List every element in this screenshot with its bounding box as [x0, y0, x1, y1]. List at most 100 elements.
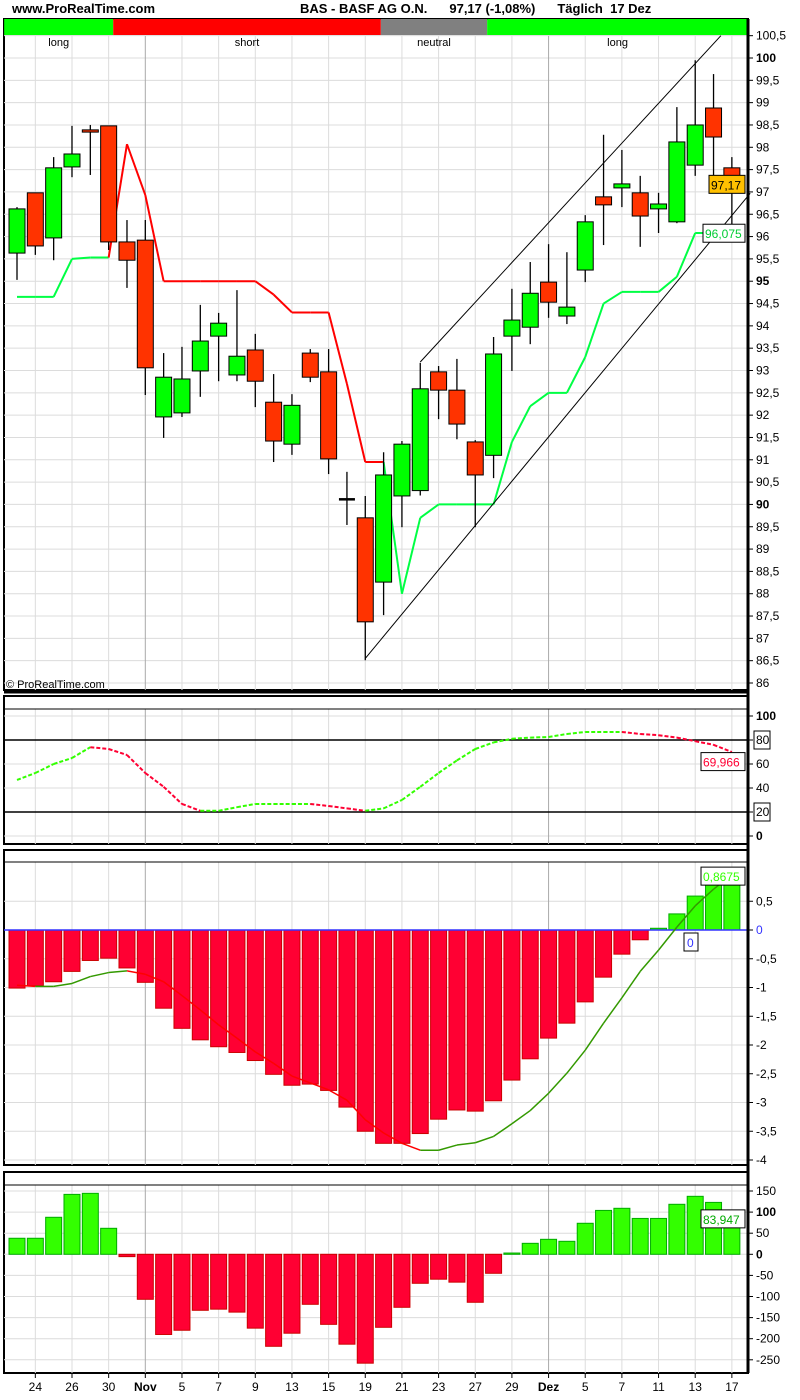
momentum-bar — [503, 1252, 521, 1255]
momentum-bar — [356, 1253, 374, 1364]
trend-channel-lower — [364, 192, 751, 659]
trailing-stop-segment — [327, 312, 348, 385]
trend-channel-upper — [419, 35, 722, 363]
price-panel-frame — [3, 18, 749, 691]
momentum-bar — [631, 1217, 649, 1255]
stochastic-value-tag-box — [700, 752, 746, 772]
candle-body — [466, 441, 484, 476]
momentum-bar — [448, 1253, 466, 1283]
candle — [356, 495, 374, 661]
candle-body — [576, 221, 594, 271]
macd-value-tag-box — [700, 866, 746, 886]
site-title[interactable]: www.ProRealTime.com — [12, 1, 156, 16]
candle-body — [485, 353, 503, 456]
macd-signal-segment — [328, 1089, 348, 1101]
macd-histogram-bar — [595, 929, 613, 978]
candle — [8, 207, 26, 280]
macd-histogram-bar — [338, 929, 356, 1108]
macd-histogram-bar — [540, 929, 558, 1039]
stochastic-line-segment — [438, 759, 458, 774]
y-tick-label: -200 — [756, 1332, 780, 1346]
macd-signal-segment — [529, 1092, 550, 1112]
candle-body — [100, 125, 118, 243]
macd-signal-segment — [145, 973, 164, 983]
macd-histogram-bar — [723, 879, 741, 931]
stochastic-line-segment — [713, 743, 733, 753]
trend-segment-long — [487, 19, 748, 35]
stochastic-line-segment — [126, 754, 147, 774]
y-tick-label: -3 — [756, 1096, 767, 1110]
x-tick-label: 24 — [29, 1380, 43, 1394]
macd-histogram-bar — [8, 929, 26, 989]
macd-value-tag: 0,8675 — [703, 870, 740, 884]
candle — [485, 337, 503, 479]
candle — [155, 353, 173, 438]
stochastic-line-segment — [181, 803, 201, 812]
y-tick-label: 97 — [756, 185, 770, 199]
y-tick-label: 95,5 — [756, 252, 780, 266]
stochastic-line-segment — [401, 785, 421, 801]
momentum-bar — [595, 1209, 613, 1255]
candle — [100, 125, 118, 250]
y-tick-label: 0 — [756, 829, 763, 843]
candle-body — [393, 443, 411, 497]
y-tick-label: 97,5 — [756, 163, 780, 177]
macd-signal-segment — [218, 1024, 238, 1039]
candle — [705, 74, 723, 186]
y-tick-label: 0 — [756, 923, 763, 937]
trend-label: long — [48, 37, 69, 49]
macd-histogram-bar — [45, 929, 63, 983]
candle — [466, 440, 484, 528]
candle-body — [155, 376, 173, 418]
watermark: © ProRealTime.com — [6, 679, 105, 691]
stochastic-line-segment — [493, 737, 513, 744]
candle — [210, 312, 228, 382]
x-tick-label: 9 — [252, 1380, 259, 1394]
macd-signal-segment — [493, 1123, 513, 1138]
stochastic-line-segment — [365, 807, 384, 812]
macd-signal-segment — [621, 970, 641, 999]
candle-body — [503, 319, 521, 337]
momentum-bar — [45, 1216, 63, 1255]
y-tick-label: 40 — [756, 781, 770, 795]
stochastic-line-segment — [162, 786, 183, 805]
macd-histogram-bar — [466, 929, 484, 1112]
momentum-bar — [283, 1253, 301, 1334]
macd-histogram-bar — [246, 929, 264, 1062]
candle-body — [705, 107, 723, 138]
macd-signal-segment — [383, 1132, 403, 1144]
momentum-bar — [338, 1253, 356, 1345]
candle-body — [631, 192, 649, 217]
candle — [26, 192, 44, 255]
y-tick-label: -100 — [756, 1290, 780, 1304]
y-tick-label: 89 — [756, 542, 770, 556]
x-tick-label: 29 — [505, 1380, 519, 1394]
macd-signal-segment — [71, 975, 91, 985]
candle-body — [448, 389, 466, 425]
trailing-stop-segment — [272, 293, 293, 314]
momentum-bar — [63, 1193, 81, 1255]
trailing-stop-segment — [52, 258, 73, 298]
stochastic-line-segment — [328, 805, 348, 810]
momentum-panel: -250 -200 -150 -100 -50 0 50 100 150 83,947 — [3, 1171, 780, 1374]
momentum-value-tag: 83,947 — [703, 1213, 740, 1227]
trailing-stop-segment — [566, 356, 587, 394]
candle — [81, 124, 99, 175]
y-tick-label: -4 — [756, 1153, 767, 1167]
trend-label: neutral — [417, 37, 451, 49]
trailing-stop-segment — [657, 275, 678, 293]
stochastic-line-segment — [419, 772, 440, 788]
macd-signal-segment — [456, 1142, 476, 1146]
macd-signal-segment — [236, 1037, 256, 1053]
momentum-bar — [246, 1253, 264, 1329]
macd-signal-segment — [602, 997, 623, 1024]
candle-body — [173, 378, 191, 414]
macd-panel: -4 -3,5 -3 -2,5 -2 -1,5 -1 -0,5 0 0,5 0,8675 0 — [3, 849, 777, 1167]
momentum-bar — [265, 1253, 283, 1347]
y-tick-label: 150 — [756, 1184, 776, 1198]
candle — [411, 362, 429, 496]
macd-signal-segment — [566, 1049, 586, 1074]
macd-histogram-bar — [430, 929, 448, 1120]
candle-body — [136, 239, 154, 369]
